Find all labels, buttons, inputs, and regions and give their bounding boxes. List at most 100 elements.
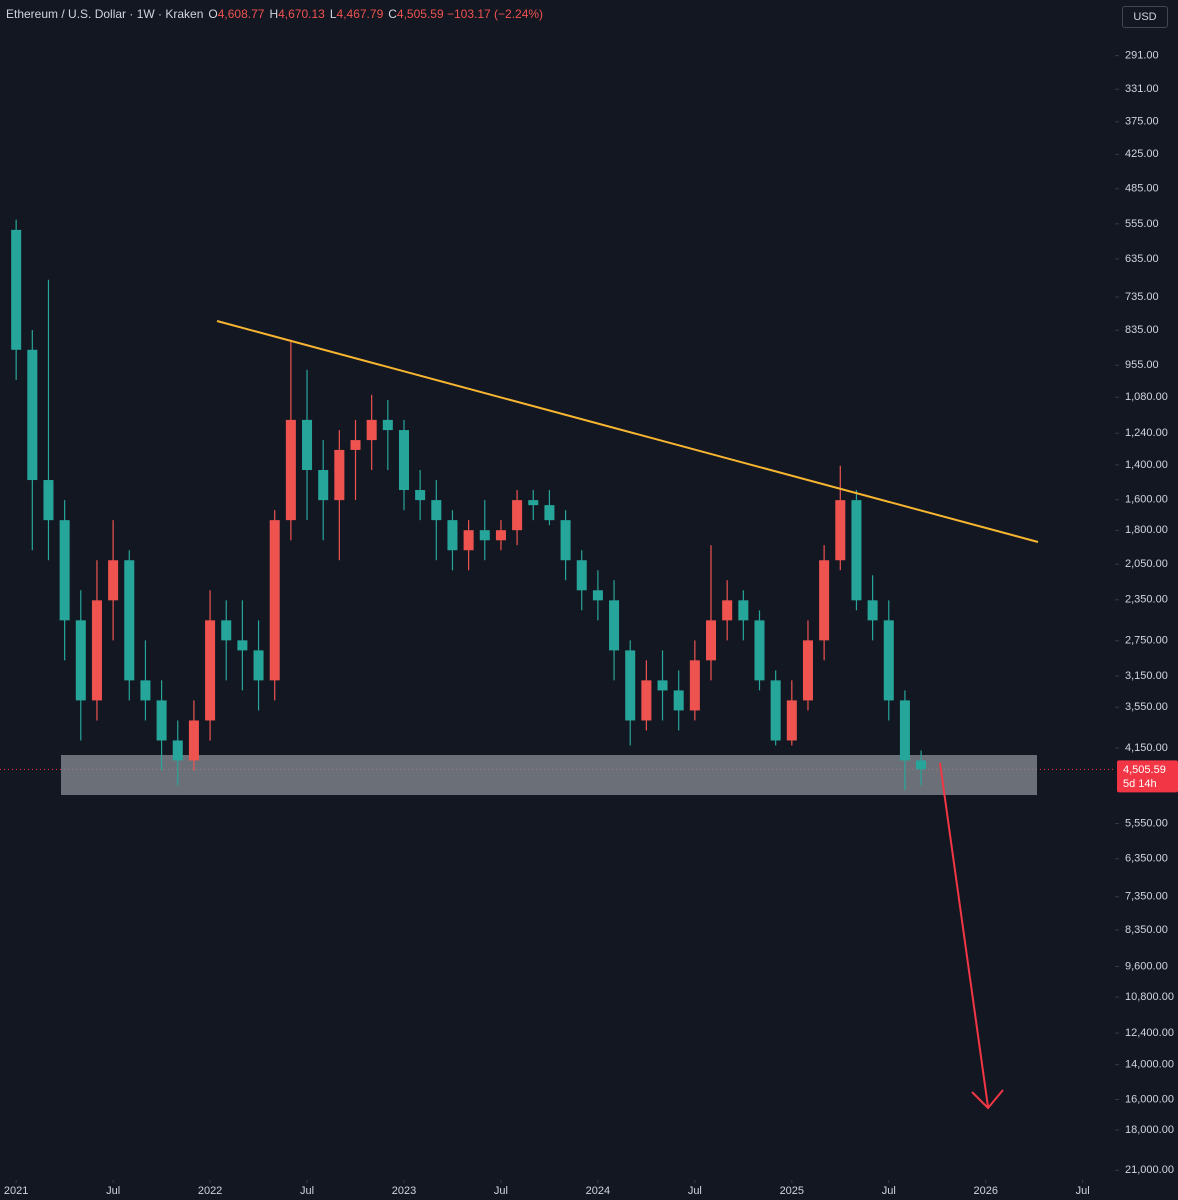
candle-body [172,740,183,761]
candle-body [544,505,555,521]
candle-body [415,490,426,501]
candle-body [237,640,248,651]
candle-body [916,760,927,770]
candles [11,219,927,791]
projection-arrow [939,762,1004,1110]
candle-body [156,700,167,741]
change: −103.17 (−2.24%) [446,7,544,21]
candle-body [576,560,587,591]
y-tick-label: 485.00 [1125,183,1159,195]
y-tick-label: 10,800.00 [1125,991,1174,1003]
candle-body [140,680,151,701]
currency-button[interactable]: USD [1122,6,1168,28]
y-tick-label: 555.00 [1125,218,1159,230]
candle-body [269,520,280,681]
y-tick-label: 375.00 [1125,116,1159,128]
candle-body [722,600,733,621]
candle-body [786,700,797,741]
candle-body [334,449,345,501]
y-tick-label: 2,350.00 [1125,594,1168,606]
candle-body [43,480,54,521]
price-tag [1117,760,1178,793]
trend-line [216,320,1039,543]
x-tick-label: 2023 [392,1185,416,1197]
y-tick-label: 425.00 [1125,148,1159,160]
candle-body [59,520,70,621]
candle-body [851,500,862,601]
candle-body [431,500,442,521]
candle-body [188,720,199,761]
y-tick-label: 1,600.00 [1125,494,1168,506]
y-tick-label: 291.00 [1125,50,1159,62]
x-tick-label: Jul [688,1185,702,1197]
x-tick-label: Jul [882,1185,896,1197]
y-tick-label: 2,750.00 [1125,635,1168,647]
ohlc-value: 4,467.79 [336,7,384,21]
candle-body [802,640,813,701]
price-tag-label: 4,505.59 [1123,764,1166,776]
candle-body [108,560,119,601]
candle-body [75,620,86,701]
candle-body [318,470,329,501]
candle-body [221,620,232,641]
candle-body [366,419,377,441]
candle-body [512,500,523,531]
x-tick-label: 2024 [586,1185,610,1197]
y-tick-label: 3,550.00 [1125,701,1168,713]
ohlc-value: 4,505.59 [396,7,444,21]
legend-header: Ethereum / U.S. Dollar · 1W · Kraken O 4,6… [6,7,543,21]
candle-body [835,500,846,561]
y-tick-label: 1,080.00 [1125,391,1168,403]
y-tick-label: 955.00 [1125,359,1159,371]
candle-body [11,229,22,350]
candle-body [285,419,296,521]
x-tick-label: Jul [106,1185,120,1197]
y-tick-label: 2,050.00 [1125,558,1168,570]
candle-body [495,530,506,541]
ohlc-key: C [388,7,397,21]
candle-body [592,590,603,601]
y-tick-label: 9,600.00 [1125,960,1168,972]
y-tick-label: 1,400.00 [1125,459,1168,471]
candle-body [883,620,894,701]
candle-body [609,600,620,651]
candle-body [205,620,216,721]
y-tick-label: 16,000.00 [1125,1093,1174,1105]
candle-body [706,620,717,661]
candle-body [253,650,264,681]
candle-body [657,680,668,691]
candle-body [899,700,910,761]
y-tick-label: 1,800.00 [1125,524,1168,536]
candle-body [382,419,393,431]
ohlc-key: O [208,7,218,21]
candle-body [479,530,490,541]
candle-body [398,430,409,491]
y-tick-label: 3,150.00 [1125,670,1168,682]
arrow-head [971,1089,1004,1110]
candle-body [560,520,571,561]
candle-body [754,620,765,681]
x-tick-label: Jul [494,1185,508,1197]
x-tick-label: Jul [1076,1185,1090,1197]
candle-body [91,600,102,701]
symbol-title: Ethereum / U.S. Dollar · 1W · Kraken [6,7,204,21]
y-tick-label: 5,550.00 [1125,818,1168,830]
y-tick-label: 331.00 [1125,83,1159,95]
candle-body [738,600,749,621]
y-tick-label: 18,000.00 [1125,1124,1174,1136]
candle-body [673,690,684,711]
y-tick-label: 8,350.00 [1125,924,1168,936]
candle-body [302,419,313,471]
ohlc-value: 4,670.13 [278,7,325,21]
ohlc: O4,608.77 H4,670.13 L4,467.79 C4,505.59 [203,7,443,21]
x-tick-label: 2021 [4,1185,28,1197]
y-tick-label: 6,350.00 [1125,853,1168,865]
y-tick-label: 735.00 [1125,291,1159,303]
time-axis [0,1180,1178,1200]
candle-body [625,650,636,721]
arrow-shaft [939,762,989,1108]
y-tick-label: 1,240.00 [1125,427,1168,439]
